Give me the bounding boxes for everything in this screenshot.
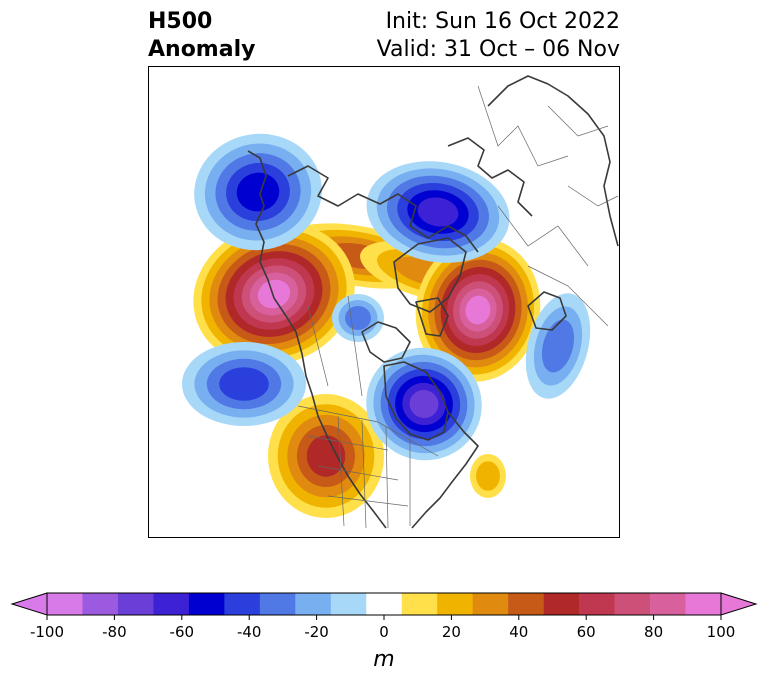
anomaly-positive-scandinavia	[415, 238, 541, 382]
negative-europe-contour--30	[541, 319, 575, 373]
colorbar-cell	[330, 593, 367, 615]
colorbar: -100 -80 -60 -40 -20 0 20 40 60 80 100 m	[10, 592, 758, 672]
anomaly-negative-east-asia	[194, 133, 322, 251]
colorbar-over-arrow	[720, 592, 758, 616]
anomaly-positive-west-canada	[193, 222, 355, 366]
colorbar-cell	[685, 593, 722, 615]
title-product: Anomaly	[148, 37, 256, 62]
anomaly-negative-north-pacific	[182, 342, 306, 426]
colorbar-cell	[543, 593, 580, 615]
colorbar-tick-label: 0	[379, 623, 389, 641]
positive-west-canada-contour-90	[257, 279, 291, 309]
colorbar-cell	[650, 593, 686, 615]
colorbar-tick-label: -60	[170, 623, 195, 641]
anomaly-positive-north-atlantic	[470, 454, 506, 498]
colorbar-cell	[295, 593, 332, 615]
colorbar-cell	[259, 593, 296, 615]
negative-north-pacific-contour--40	[219, 367, 269, 401]
map-frame	[148, 66, 620, 538]
colorbar-tick-label: -100	[30, 623, 64, 641]
anomaly-map	[148, 66, 620, 538]
anomaly-fill	[182, 133, 591, 518]
colorbar-cell	[614, 593, 651, 615]
colorbar-tick-label: -80	[102, 623, 127, 641]
colorbar-tick-label: 100	[707, 623, 736, 641]
colorbar-cell	[366, 593, 403, 615]
colorbar-cell	[508, 593, 544, 615]
colorbar-cell	[117, 593, 154, 615]
colorbar-cell	[472, 593, 509, 615]
colorbar-tick-label: 60	[577, 623, 596, 641]
colorbar-cell	[437, 593, 473, 615]
init-time: Init: Sun 16 Oct 2022	[385, 9, 620, 34]
colorbar-under-arrow	[10, 592, 48, 616]
negative-east-asia-contour--50	[236, 172, 280, 212]
anomaly-negative-siberia	[366, 161, 510, 263]
colorbar-ticks: -100 -80 -60 -40 -20 0 20 40 60 80 100	[30, 615, 735, 641]
title-field: H500	[148, 9, 213, 34]
colorbar-cells	[10, 592, 758, 616]
colorbar-unit-label: m	[373, 647, 394, 672]
colorbar-tick-label: 40	[509, 623, 528, 641]
anomaly-negative-arctic	[332, 294, 384, 342]
colorbar-cell	[82, 593, 119, 615]
colorbar-cell	[188, 593, 225, 615]
colorbar-tick-label: 20	[442, 623, 461, 641]
positive-western-us-contour-50	[306, 435, 346, 477]
anomaly-negative-europe	[525, 293, 591, 399]
colorbar-tick-label: -40	[237, 623, 262, 641]
title-left: H500 Anomaly	[148, 8, 255, 64]
valid-period: Valid: 31 Oct – 06 Nov	[376, 37, 620, 62]
negative-hudson-bay-contour--70	[409, 389, 439, 419]
colorbar-cell	[224, 593, 261, 615]
negative-siberia-contour--60	[417, 197, 459, 227]
title-right: Init: Sun 16 Oct 2022 Valid: 31 Oct – 06…	[377, 8, 620, 64]
positive-north-atlantic-contour-20	[476, 461, 500, 491]
negative-arctic-contour--30	[345, 306, 371, 330]
positive-scandinavia-contour-90	[465, 295, 491, 325]
anomaly-positive-western-us	[268, 394, 384, 518]
coastlines	[247, 75, 619, 529]
colorbar-tick-label: 80	[644, 623, 663, 641]
borders	[297, 85, 619, 529]
colorbar-cell	[153, 593, 190, 615]
colorbar-tick-label: -20	[304, 623, 329, 641]
colorbar-cell	[47, 593, 83, 615]
colorbar-cell	[579, 593, 615, 615]
colorbar-cell	[401, 593, 438, 615]
